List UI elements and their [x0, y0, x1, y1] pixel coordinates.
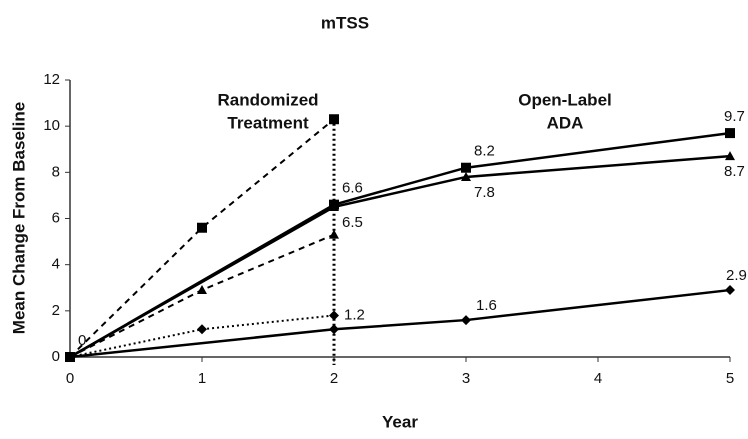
series-line	[69, 288, 731, 359]
annotation: Open-Label	[518, 90, 612, 109]
y-tick-label: 4	[52, 256, 60, 273]
data-label: 1.2	[344, 306, 365, 323]
marker	[461, 162, 471, 173]
y-tick-label: 2	[52, 302, 60, 319]
y-tick-label: 6	[52, 209, 60, 226]
y-tick-label: 0	[52, 348, 60, 365]
marker	[197, 324, 207, 335]
y-tick-label: 10	[43, 117, 60, 134]
x-tick-label: 3	[462, 370, 470, 387]
marker	[197, 285, 207, 295]
data-label: 6.5	[342, 214, 363, 231]
marker	[725, 151, 735, 161]
y-tick-label: 12	[43, 71, 60, 88]
x-axis-label: Year	[382, 412, 418, 431]
chart-title: mTSS	[321, 13, 369, 32]
marker	[329, 114, 339, 125]
marker	[725, 285, 735, 296]
series-line	[69, 233, 335, 358]
data-label: 8.7	[724, 163, 745, 180]
marker	[725, 128, 735, 139]
series-line	[69, 154, 731, 359]
data-label: 1.6	[476, 297, 497, 314]
marker	[329, 310, 339, 321]
series-line	[69, 131, 731, 359]
x-tick-label: 5	[726, 370, 734, 387]
marker	[329, 201, 339, 211]
x-tick-label: 2	[330, 370, 338, 387]
marker	[329, 324, 339, 335]
annotation: ADA	[547, 113, 584, 132]
annotation: Treatment	[227, 113, 309, 132]
y-tick-label: 8	[52, 163, 60, 180]
x-tick-label: 4	[594, 370, 602, 387]
series-line	[69, 118, 335, 358]
annotation: Randomized	[217, 90, 318, 109]
marker	[461, 315, 471, 326]
data-label: 6.6	[342, 180, 363, 197]
data-label: 2.9	[726, 267, 747, 284]
marker	[197, 222, 207, 233]
data-label: 0	[78, 332, 86, 349]
x-tick-label: 0	[66, 370, 74, 387]
marker	[329, 229, 339, 239]
marker	[65, 352, 75, 362]
marker	[461, 171, 471, 181]
data-label: 9.7	[724, 108, 745, 125]
data-label: 7.8	[474, 184, 495, 201]
x-tick-label: 1	[198, 370, 206, 387]
y-axis-label: Mean Change From Baseline	[9, 102, 28, 334]
data-label: 8.2	[474, 143, 495, 160]
